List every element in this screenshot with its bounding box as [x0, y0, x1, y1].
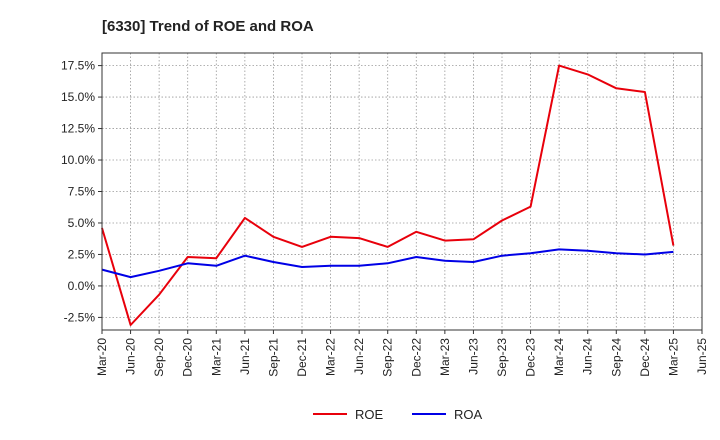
- legend-label-roa: ROA: [454, 407, 483, 422]
- y-tick-label: 10.0%: [61, 153, 95, 167]
- series-lines: [101, 64, 675, 326]
- legend: ROE ROA: [313, 407, 483, 422]
- chart-title: [6330] Trend of ROE and ROA: [102, 18, 314, 35]
- y-tick-label: 7.5%: [68, 185, 96, 199]
- x-tick-label: Jun-23: [466, 338, 480, 375]
- x-tick-label: Sep-22: [381, 338, 395, 377]
- y-tick-label: -2.5%: [64, 310, 96, 324]
- x-tick-label: Mar-23: [438, 338, 452, 376]
- plot-frame: [101, 52, 703, 331]
- x-tick-label: Mar-21: [209, 338, 223, 376]
- y-tick-label: 0.0%: [68, 279, 96, 293]
- series-line-roa: [101, 248, 674, 279]
- y-tick-label: 17.5%: [61, 59, 95, 73]
- y-axis: -2.5% 0.0% 2.5% 5.0% 7.5% 10.0% 12.5% 15.0% 17.5…: [61, 59, 102, 324]
- x-tick-label: Sep-23: [495, 338, 509, 377]
- x-tick-label: Dec-21: [295, 338, 309, 377]
- x-tick-label: Sep-20: [152, 338, 166, 377]
- series-line-roe: [101, 64, 675, 326]
- y-tick-label: 5.0%: [68, 216, 96, 230]
- y-tick-label: 2.5%: [68, 247, 96, 261]
- y-tick-label: 12.5%: [61, 122, 95, 136]
- x-tick-label: Dec-20: [181, 338, 195, 377]
- x-tick-label: Dec-24: [638, 338, 652, 377]
- grid-lines: [101, 53, 703, 330]
- x-tick-label: Jun-25: [695, 338, 709, 375]
- x-tick-label: Jun-20: [124, 338, 138, 375]
- x-tick-label: Jun-21: [238, 338, 252, 375]
- x-tick-label: Mar-24: [552, 338, 566, 376]
- x-tick-label: Jun-24: [581, 338, 595, 375]
- x-tick-label: Mar-22: [324, 338, 338, 376]
- x-tick-label: Dec-23: [524, 338, 538, 377]
- x-axis: Mar-20 Jun-20 Sep-20 Dec-20 Mar-21 Jun-21 Sep-…: [95, 330, 709, 377]
- x-tick-label: Dec-22: [409, 338, 423, 377]
- legend-label-roe: ROE: [355, 407, 384, 422]
- x-tick-label: Jun-22: [352, 338, 366, 375]
- x-tick-label: Mar-20: [95, 338, 109, 376]
- x-tick-label: Mar-25: [666, 338, 680, 376]
- y-tick-label: 15.0%: [61, 90, 95, 104]
- x-tick-label: Sep-24: [609, 338, 623, 377]
- x-tick-label: Sep-21: [266, 338, 280, 377]
